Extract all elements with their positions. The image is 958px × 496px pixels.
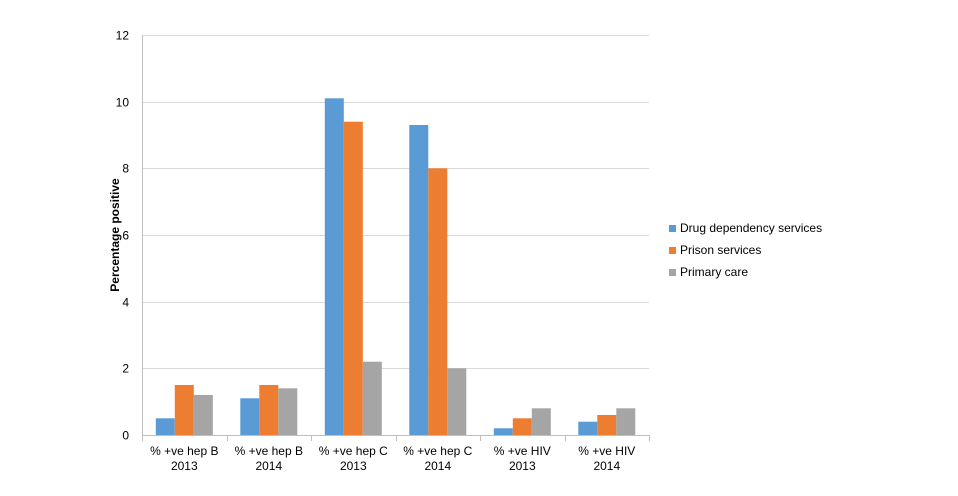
- bar: [278, 388, 298, 435]
- legend-swatch: [669, 269, 676, 276]
- legend: Drug dependency services Prison services P…: [669, 221, 822, 279]
- legend-swatch: [669, 225, 676, 232]
- y-axis-label: Percentage positive: [108, 178, 122, 292]
- x-tick-label: % +ve hep C: [319, 444, 388, 458]
- bar: [324, 98, 344, 436]
- bar: [512, 418, 532, 435]
- bar: [597, 415, 617, 435]
- bar: [259, 385, 279, 435]
- x-tick-label: % +ve HIV: [578, 444, 635, 458]
- x-tick-label: 2013: [509, 459, 536, 473]
- x-tick-label: 2014: [424, 459, 451, 473]
- bar: [409, 125, 429, 435]
- bar: [447, 368, 467, 435]
- bar: [531, 408, 551, 435]
- bar: [616, 408, 636, 435]
- bar: [174, 385, 194, 435]
- gridlines: [142, 35, 649, 369]
- x-tick-label: 2013: [340, 459, 367, 473]
- x-tick-label: 2014: [255, 459, 282, 473]
- bar: [193, 395, 213, 435]
- x-tick-label: % +ve HIV: [494, 444, 551, 458]
- bar: [343, 121, 363, 435]
- bars: [155, 98, 636, 436]
- y-tick-label: 10: [116, 96, 130, 110]
- bar: [240, 398, 260, 435]
- y-tick-label: 12: [116, 29, 130, 43]
- y-tick-label: 2: [122, 362, 129, 376]
- legend-swatch: [669, 247, 676, 254]
- legend-label: Primary care: [680, 265, 748, 279]
- bar: [428, 168, 448, 436]
- y-tick-label: 0: [122, 429, 129, 443]
- bar: [493, 428, 513, 435]
- x-tick-label: % +ve hep B: [150, 444, 218, 458]
- x-tick-label: % +ve hep B: [235, 444, 303, 458]
- y-tick-label: 8: [122, 162, 129, 176]
- axes: [142, 35, 650, 441]
- bar: [578, 421, 598, 435]
- bar: [155, 418, 175, 435]
- y-tick-label: 6: [122, 229, 129, 243]
- x-tick-label: 2013: [171, 459, 198, 473]
- legend-label: Drug dependency services: [680, 221, 822, 235]
- legend-label: Prison services: [680, 243, 761, 257]
- x-tick-label: % +ve hep C: [403, 444, 472, 458]
- x-tick-label: 2014: [593, 459, 620, 473]
- y-tick-label: 4: [122, 296, 129, 310]
- bar: [362, 361, 382, 435]
